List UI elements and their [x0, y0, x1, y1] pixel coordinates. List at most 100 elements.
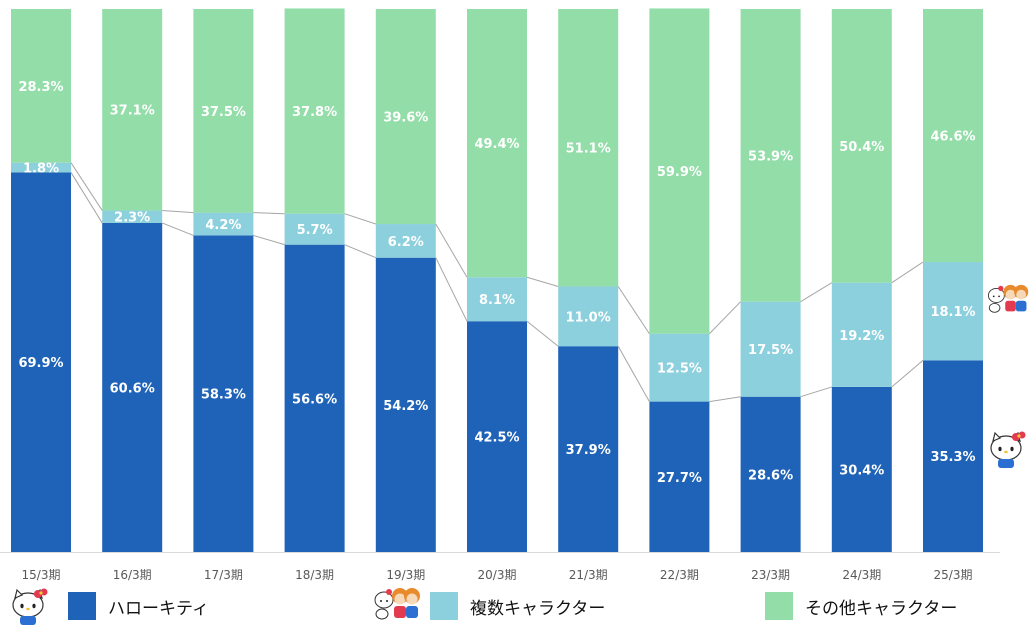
- bar-other-characters: [831, 9, 892, 283]
- legend-swatch-other-characters: [765, 592, 793, 620]
- x-tick-label: 25/3期: [934, 568, 973, 582]
- bar-multiple-characters: [831, 282, 892, 387]
- data-label: 58.3%: [201, 388, 246, 403]
- legend-label-other-characters: その他キャラクター: [805, 598, 958, 619]
- series-line: [800, 282, 833, 303]
- series-line: [891, 359, 924, 388]
- data-label: 1.8%: [23, 162, 59, 177]
- data-label: 18.1%: [930, 305, 975, 320]
- data-label: 30.4%: [839, 463, 884, 478]
- data-label: 28.3%: [18, 80, 63, 95]
- series-line: [70, 162, 103, 211]
- bar-multiple-characters: [193, 212, 254, 236]
- data-label: 11.0%: [566, 310, 611, 325]
- series-line: [435, 257, 468, 322]
- bar-multiple-characters: [284, 213, 345, 245]
- x-tick-label: 16/3期: [113, 568, 152, 582]
- data-label: 37.5%: [201, 105, 246, 120]
- hello-kitty-icon: [12, 588, 48, 625]
- series-line: [344, 213, 376, 225]
- legend-swatch-hello-kitty: [68, 592, 96, 620]
- legend-label-multiple-characters: 複数キャラクター: [470, 598, 606, 619]
- character-group-icon: [374, 588, 420, 620]
- series-line: [526, 276, 559, 287]
- bar-other-characters: [923, 9, 983, 263]
- bar-other-characters: [375, 9, 436, 225]
- bar-multiple-characters: [375, 224, 436, 258]
- series-line: [617, 345, 650, 402]
- x-tick-label: 23/3期: [751, 568, 790, 582]
- bar-multiple-characters: [102, 210, 163, 223]
- data-label: 69.9%: [18, 356, 63, 371]
- data-label: 12.5%: [657, 362, 702, 377]
- data-label: 35.3%: [930, 450, 975, 465]
- bar-other-characters: [102, 9, 163, 211]
- series-line: [526, 320, 559, 347]
- bar-multiple-characters: [467, 277, 527, 322]
- x-tick-label: 18/3期: [295, 568, 334, 582]
- bar-hello-kitty: [649, 401, 710, 552]
- bar-other-characters: [740, 9, 801, 302]
- data-label: 8.1%: [479, 293, 515, 308]
- bar-hello-kitty: [284, 244, 345, 553]
- bar-hello-kitty: [740, 396, 801, 552]
- data-label: 37.9%: [566, 443, 611, 458]
- data-label: 6.2%: [388, 235, 424, 250]
- bar-hello-kitty: [467, 321, 527, 552]
- series-line: [435, 223, 468, 278]
- bar-hello-kitty: [11, 172, 71, 552]
- data-label: 53.9%: [748, 149, 793, 164]
- bar-multiple-characters: [11, 162, 71, 173]
- data-label: 2.3%: [114, 211, 150, 226]
- bar-hello-kitty: [831, 386, 892, 552]
- series-line: [253, 212, 285, 215]
- x-tick-label: 17/3期: [204, 568, 243, 582]
- data-label: 49.4%: [474, 137, 519, 152]
- bar-hello-kitty: [193, 235, 254, 552]
- character-group-icon-right: [987, 284, 1029, 313]
- series-line: [162, 222, 194, 236]
- data-label: 59.9%: [657, 165, 702, 180]
- x-tick-label: 15/3期: [22, 568, 61, 582]
- bar-hello-kitty: [558, 346, 619, 552]
- series-line: [891, 261, 924, 284]
- legend-swatch-multiple-characters: [430, 592, 458, 620]
- series-line: [800, 386, 832, 398]
- data-label: 39.6%: [383, 111, 428, 126]
- bar-hello-kitty: [102, 222, 163, 552]
- bar-hello-kitty: [375, 257, 436, 552]
- data-label: 46.6%: [930, 130, 975, 145]
- series-line: [617, 286, 650, 334]
- x-tick-label: 24/3期: [842, 568, 881, 582]
- hello-kitty-icon-right: [990, 431, 1026, 468]
- legend-item-multiple-characters: 複数キャラクター: [430, 590, 605, 622]
- data-label: 28.6%: [748, 468, 793, 483]
- bar-other-characters: [467, 9, 527, 278]
- data-label: 37.8%: [292, 105, 337, 120]
- data-label: 4.2%: [205, 218, 241, 233]
- x-tick-label: 22/3期: [660, 568, 699, 582]
- series-line: [709, 301, 741, 335]
- x-tick-label: 20/3期: [478, 568, 517, 582]
- data-label: 37.1%: [110, 104, 155, 119]
- series-line: [709, 396, 741, 403]
- data-label: 50.4%: [839, 140, 884, 155]
- series-line: [344, 244, 376, 259]
- data-label: 19.2%: [839, 329, 884, 344]
- data-label: 56.6%: [292, 392, 337, 407]
- stacked-bar-chart: 69.9% 1.8% 28.3% 15/3期 60.6% 2.3% 37.1% 16/3期 58…: [0, 8, 1000, 582]
- data-label: 60.6%: [110, 381, 155, 396]
- x-tick-label: 19/3期: [386, 568, 425, 582]
- series-line: [162, 209, 194, 214]
- data-label: 5.7%: [297, 223, 333, 238]
- bar-other-characters: [558, 9, 619, 287]
- x-tick-label: 21/3期: [569, 568, 608, 582]
- bar-multiple-characters: [558, 286, 619, 347]
- legend-item-other-characters: その他キャラクター: [765, 590, 957, 622]
- bar-multiple-characters: [740, 301, 801, 397]
- bar-other-characters: [284, 8, 345, 214]
- bar-multiple-characters: [923, 262, 983, 361]
- data-label: 27.7%: [657, 471, 702, 486]
- bar-other-characters: [11, 9, 71, 163]
- data-label: 42.5%: [474, 431, 519, 446]
